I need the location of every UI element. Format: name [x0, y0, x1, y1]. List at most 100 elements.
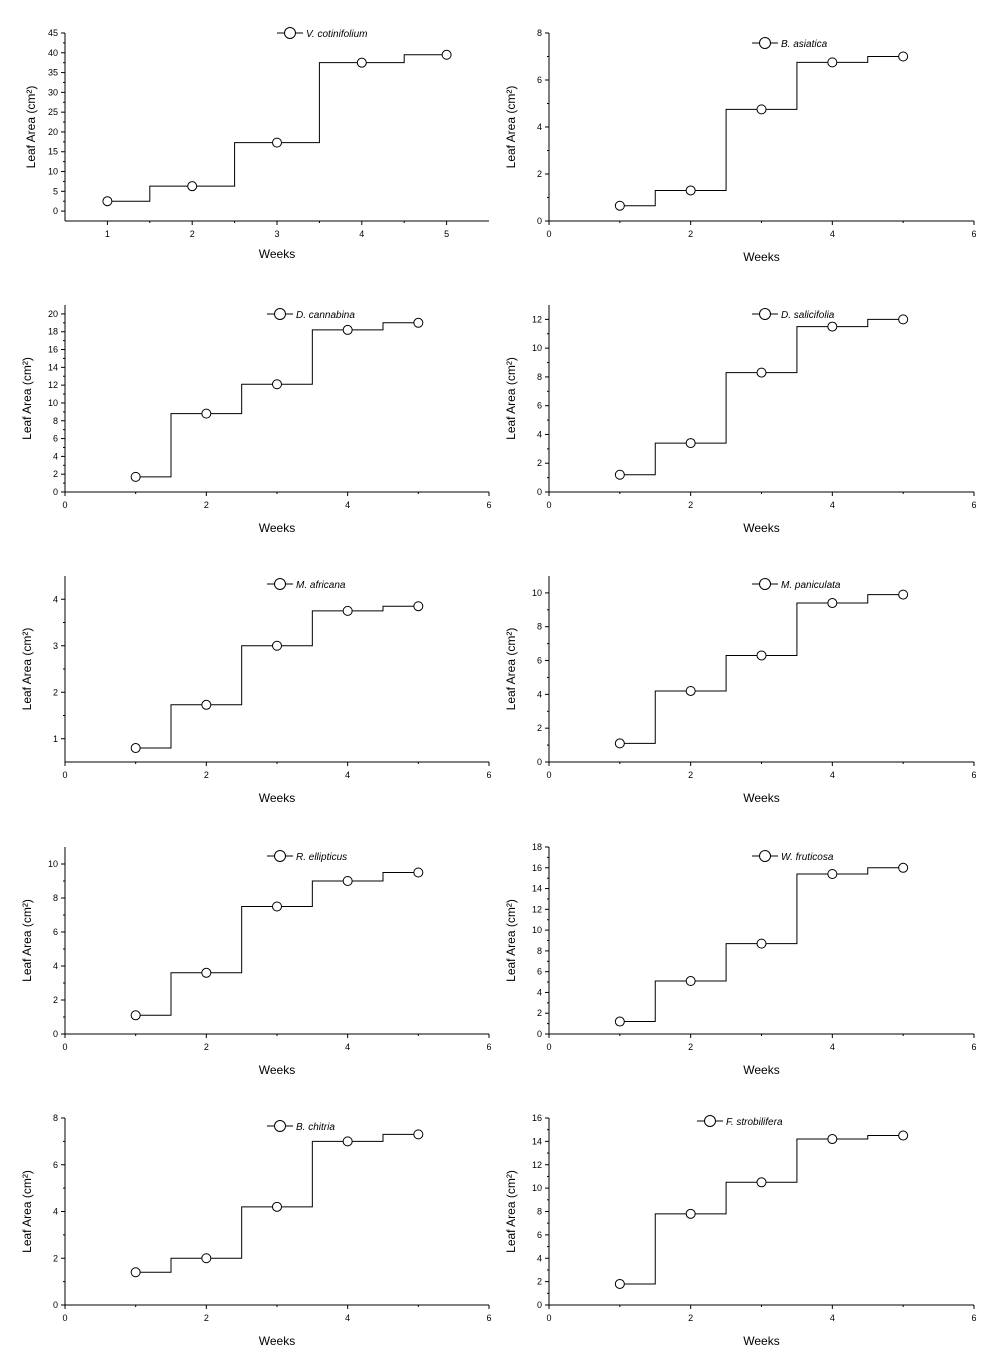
legend: R. ellipticus — [267, 850, 347, 863]
legend-marker — [759, 850, 771, 862]
legend: V. cotinifolium — [277, 27, 368, 40]
x-tick-label: 2 — [688, 1313, 693, 1323]
data-point — [614, 738, 625, 749]
x-tick-label: 3 — [274, 229, 279, 239]
x-axis-label: Weeks — [259, 791, 295, 805]
x-tick-label: 4 — [830, 1042, 835, 1052]
y-axis-label: Leaf Area (cm²) — [20, 628, 34, 711]
y-tick-label: 1 — [53, 734, 58, 744]
y-tick-label: 4 — [53, 961, 58, 971]
data-point — [413, 867, 424, 878]
x-tick-label: 0 — [546, 1313, 551, 1323]
y-tick-label: 12 — [532, 1160, 542, 1170]
data-point — [356, 57, 367, 68]
y-tick-label: 5 — [53, 186, 58, 196]
y-tick-label: 18 — [532, 842, 542, 852]
legend-marker — [274, 1120, 286, 1132]
data-point — [898, 51, 909, 62]
x-tick-label: 2 — [204, 500, 209, 510]
x-tick-label: 6 — [486, 1042, 491, 1052]
y-tick-label: 2 — [53, 469, 58, 479]
y-tick-label: 2 — [537, 1008, 542, 1018]
chart-panel-6: 0 2 4 6 0 2 4 6 8 10 Weeks Leaf Area (cm²) M. panicu… — [504, 576, 977, 805]
data-point — [130, 1010, 141, 1021]
x-tick-label: 4 — [830, 1313, 835, 1323]
y-tick-label: 12 — [532, 904, 542, 914]
data-point — [342, 1136, 353, 1147]
y-tick-label: 4 — [537, 1253, 542, 1263]
y-tick-label: 35 — [48, 68, 58, 78]
data-point — [827, 869, 838, 880]
series-step-line — [619, 1135, 904, 1285]
y-tick-label: 16 — [532, 1113, 542, 1123]
data-point — [130, 1267, 141, 1278]
data-point — [413, 1129, 424, 1140]
x-tick-label: 6 — [971, 1313, 976, 1323]
y-tick-label: 40 — [48, 48, 58, 58]
x-tick-label: 2 — [688, 1042, 693, 1052]
y-tick-label: 4 — [537, 122, 542, 132]
legend-marker — [274, 578, 286, 590]
y-tick-label: 2 — [537, 458, 542, 468]
y-tick-label: 16 — [532, 863, 542, 873]
y-axis-label: Leaf Area (cm²) — [20, 899, 34, 982]
x-tick-label: 0 — [546, 229, 551, 239]
x-tick-label: 4 — [830, 229, 835, 239]
legend-marker — [704, 1115, 716, 1127]
legend-label: R. ellipticus — [296, 852, 347, 863]
y-tick-label: 6 — [537, 401, 542, 411]
series-step-line — [135, 322, 419, 478]
data-point — [130, 743, 141, 754]
x-tick-label: 2 — [204, 770, 209, 780]
y-tick-label: 8 — [53, 893, 58, 903]
legend-marker — [759, 308, 771, 320]
data-point — [614, 200, 625, 211]
legend: D. salicifolia — [752, 308, 835, 321]
y-tick-label: 10 — [532, 588, 542, 598]
x-tick-label: 1 — [105, 229, 110, 239]
legend-label: W. fruticosa — [781, 852, 834, 863]
data-point — [272, 640, 282, 651]
y-tick-label: 0 — [53, 487, 58, 497]
y-tick-label: 8 — [537, 946, 542, 956]
legend: D. cannabina — [267, 308, 355, 321]
legend-marker — [274, 850, 286, 862]
data-point — [685, 685, 696, 696]
x-axis-label: Weeks — [743, 1334, 779, 1348]
y-tick-label: 8 — [537, 622, 542, 632]
x-axis-label: Weeks — [743, 1063, 779, 1077]
data-point — [413, 317, 424, 328]
data-point — [342, 324, 353, 335]
y-tick-label: 2 — [53, 995, 58, 1005]
data-point — [413, 601, 424, 612]
legend-marker — [284, 27, 296, 39]
data-point — [685, 185, 696, 196]
x-tick-label: 2 — [190, 229, 195, 239]
y-tick-label: 30 — [48, 87, 58, 97]
data-point — [614, 1278, 625, 1289]
x-tick-label: 6 — [971, 229, 976, 239]
legend: B. asiatica — [752, 37, 828, 50]
data-point — [756, 938, 767, 949]
legend: W. fruticosa — [752, 850, 834, 863]
x-axis-label: Weeks — [743, 250, 779, 264]
chart-panel-4: 0 2 4 6 0 2 4 6 8 10 12 Weeks Leaf Area (cm²) D. sali… — [504, 305, 977, 535]
data-point — [898, 862, 909, 873]
data-point — [898, 589, 909, 600]
y-tick-label: 4 — [53, 1207, 58, 1217]
legend-label: B. asiatica — [781, 39, 828, 50]
data-point — [201, 408, 212, 419]
y-tick-label: 8 — [537, 1207, 542, 1217]
y-tick-label: 2 — [537, 1277, 542, 1287]
data-point — [102, 196, 113, 207]
data-point — [342, 605, 353, 616]
y-axis-label: Leaf Area (cm²) — [20, 1170, 34, 1253]
y-tick-label: 6 — [53, 927, 58, 937]
data-point — [201, 699, 212, 710]
y-tick-label: 4 — [53, 594, 58, 604]
data-point — [756, 104, 767, 115]
x-tick-label: 4 — [830, 500, 835, 510]
y-tick-label: 0 — [53, 206, 58, 216]
y-tick-label: 6 — [537, 75, 542, 85]
data-point — [898, 1130, 909, 1141]
